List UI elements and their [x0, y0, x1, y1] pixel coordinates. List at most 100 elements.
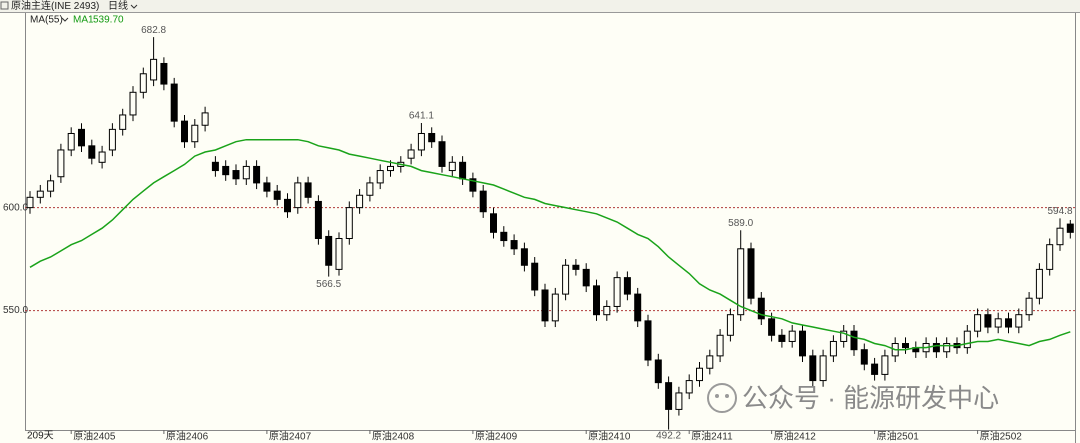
- candle-body: [376, 170, 384, 184]
- candle-body: [963, 330, 971, 349]
- candle-body: [551, 293, 559, 322]
- x-tick-label: 原油2501: [877, 430, 920, 443]
- candle-body: [222, 165, 230, 176]
- candle-body: [788, 330, 796, 342]
- candle-body: [304, 182, 312, 198]
- candle-body: [500, 231, 508, 242]
- candle-body: [778, 334, 786, 342]
- candle-body: [984, 314, 992, 328]
- indicator-label[interactable]: MA(55): [30, 15, 63, 26]
- candle-body: [47, 180, 55, 192]
- candle-body: [860, 349, 868, 365]
- candle-body: [129, 91, 137, 116]
- candle-body: [757, 297, 765, 320]
- candle-body: [654, 359, 662, 384]
- candle-body: [541, 289, 549, 322]
- candle-body: [417, 132, 425, 151]
- x-tick-label: 原油2406: [166, 430, 209, 443]
- candle-body: [490, 213, 497, 233]
- candle-body: [582, 268, 590, 287]
- candle-body: [459, 161, 467, 180]
- candle-body: [160, 62, 168, 85]
- low-label: 566.5: [316, 279, 341, 290]
- candle-body: [696, 367, 703, 382]
- candle-body: [644, 320, 652, 361]
- candle-body: [562, 264, 570, 295]
- candle-body: [623, 277, 631, 295]
- candle-body: [520, 248, 528, 266]
- candle-body: [819, 355, 827, 382]
- watermark-icon: [707, 383, 737, 413]
- y-tick-label: 600.0: [3, 202, 28, 213]
- candle-body: [232, 170, 240, 180]
- candle-body: [685, 380, 693, 394]
- high-label: 594.8: [1047, 206, 1072, 217]
- candle-body: [1046, 244, 1054, 270]
- x-tick-label: 原油2412: [774, 430, 817, 443]
- candle-body: [706, 355, 714, 369]
- candle-body: [294, 182, 302, 209]
- candle-body: [191, 124, 199, 143]
- legend-name: MA1: [73, 15, 94, 26]
- candle-body: [603, 305, 611, 316]
- period[interactable]: 日线: [108, 0, 128, 12]
- candle-body: [263, 182, 271, 192]
- candle-body: [799, 330, 806, 357]
- candle-body: [273, 190, 281, 200]
- candle-body: [469, 178, 477, 192]
- candle-body: [809, 355, 817, 382]
- candle-body: [150, 58, 158, 81]
- ma-line: [29, 138, 1071, 351]
- candle-body: [737, 248, 745, 316]
- candle-body: [181, 120, 188, 143]
- candle-body: [335, 238, 343, 270]
- candle-body: [1015, 314, 1023, 328]
- candle-body: [26, 196, 34, 209]
- watermark-icon-dot: [725, 394, 729, 398]
- header-icon: [0, 1, 9, 10]
- candle-body: [726, 314, 734, 336]
- candle-body: [871, 363, 879, 375]
- candle-body: [201, 112, 209, 126]
- days-label: 209天: [27, 431, 54, 442]
- x-tick-label: 原油2411: [691, 430, 733, 443]
- candle-body: [139, 73, 147, 93]
- candle-body: [747, 248, 755, 299]
- candle-body: [407, 149, 415, 159]
- candle-body: [284, 198, 291, 213]
- chart-title: 原油主连(INE 2493): [11, 0, 99, 12]
- candle-body: [1066, 223, 1074, 233]
- candle-body: [613, 277, 621, 307]
- candle-body: [253, 165, 261, 184]
- candle-body: [1056, 227, 1064, 246]
- candle-body: [345, 207, 353, 240]
- candle-body: [428, 132, 436, 143]
- candle-body: [840, 330, 848, 342]
- indicator-caret: [61, 17, 69, 22]
- x-tick-label: 原油2410: [588, 430, 631, 443]
- candle-body: [170, 83, 178, 122]
- x-tick-label: 原油2408: [372, 430, 415, 443]
- candle-body: [366, 182, 374, 196]
- legend-value: 539.70: [93, 15, 124, 26]
- high-label: 641.1: [409, 111, 434, 122]
- candle-body: [974, 314, 982, 332]
- candle-body: [119, 114, 127, 130]
- candle-body: [1005, 318, 1012, 328]
- candle-body: [314, 200, 322, 240]
- candle-body: [665, 382, 673, 410]
- candle-body: [531, 262, 539, 291]
- candle-body: [932, 343, 940, 353]
- candle-body: [57, 149, 65, 178]
- watermark-text: 公众号 · 能源研发中心: [742, 383, 999, 413]
- candle-body: [242, 165, 250, 180]
- high-label: 589.0: [728, 218, 753, 229]
- candle-body: [994, 318, 1002, 328]
- candle-body: [634, 293, 642, 322]
- candle-body: [1025, 297, 1033, 316]
- candles: 682.8 566.5 641.1 492.2 589.0 594.8: [26, 25, 1074, 442]
- high-label: 682.8: [141, 25, 166, 36]
- candle-body: [67, 132, 75, 151]
- candle-body: [108, 128, 116, 151]
